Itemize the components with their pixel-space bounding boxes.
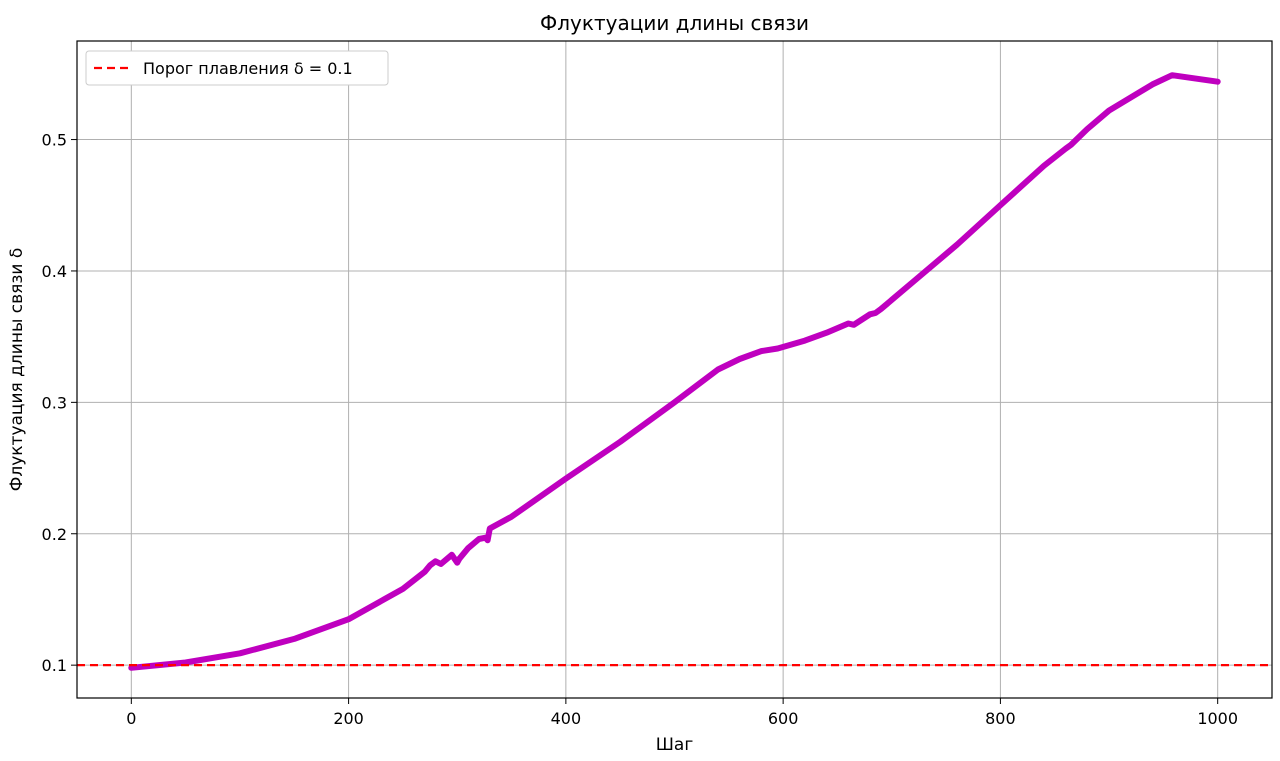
chart-title: Флуктуации длины связи (540, 11, 809, 35)
series-bond-fluctuation-line (128, 72, 1221, 671)
grid (77, 41, 1272, 698)
y-tick-label: 0.2 (42, 525, 67, 544)
legend: Порог плавления δ = 0.1 (85, 50, 389, 86)
y-tick-label: 0.1 (42, 656, 67, 675)
legend-box (85, 50, 389, 86)
y-axis-title: Флуктуация длины связи δ (7, 248, 27, 492)
ticks: 0 200 400 600 800 1000 0.1 0.2 0.3 0.4 0.5 (42, 131, 1238, 728)
legend-label-threshold: Порог плавления δ = 0.1 (143, 59, 353, 78)
x-tick-label: 200 (333, 709, 364, 728)
x-tick-label: 0 (126, 709, 136, 728)
x-tick-label: 1000 (1197, 709, 1238, 728)
y-tick-label: 0.5 (42, 131, 67, 150)
plot-lines (77, 72, 1272, 671)
plot-frame (76, 40, 1273, 699)
x-tick-label: 600 (768, 709, 799, 728)
y-tick-label: 0.3 (42, 393, 67, 412)
x-axis-title: Шаг (656, 735, 694, 755)
x-tick-label: 400 (551, 709, 582, 728)
x-tick-label: 800 (985, 709, 1016, 728)
y-tick-label: 0.4 (42, 262, 67, 281)
